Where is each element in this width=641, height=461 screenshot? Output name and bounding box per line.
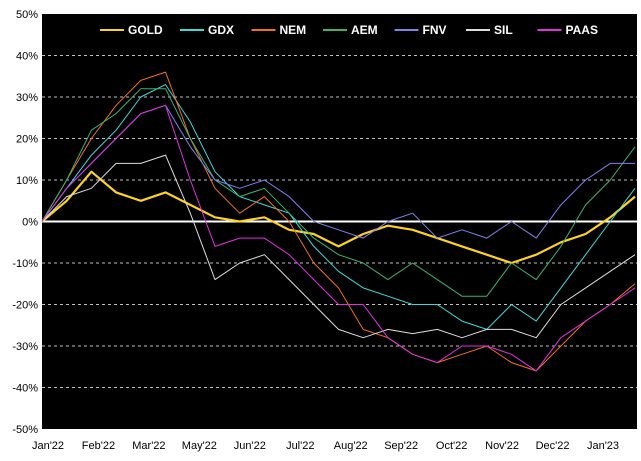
legend-label-gold: GOLD [128,23,163,37]
legend-label-nem: NEM [280,23,307,37]
y-tick-label: 20% [16,134,38,146]
y-tick-label: 40% [16,51,38,63]
y-tick-label: 50% [16,9,38,21]
x-tick-label: Nov'22 [485,440,519,452]
y-tick-label: 10% [16,175,38,187]
y-axis-ticks: 50% 40% 30% 20% 10% 0% -10% -20% -30% -40% -50% [12,9,38,436]
series-line-gdx [41,84,636,330]
x-tick-label: Oct'22 [436,440,467,452]
legend-label-gdx: GDX [208,23,234,37]
x-tick-label: Aug'22 [334,440,368,452]
x-tick-label: Jun'22 [234,440,266,452]
y-tick-label: -10% [12,258,38,270]
y-tick-label: 30% [16,92,38,104]
y-tick-label: -20% [12,300,38,312]
x-tick-label: Sep'22 [384,440,418,452]
x-tick-label: Mar'22 [132,440,165,452]
x-tick-label: Jan'22 [32,440,64,452]
series-line-paas [41,104,636,372]
y-tick-label: -40% [12,383,38,395]
legend-label-aem: AEM [351,23,378,37]
series-line-gold [41,170,636,265]
legend: GOLD GDX NEM AEM FNV SIL PAAS [100,23,598,37]
legend-label-sil: SIL [494,23,513,37]
series-layer [41,71,636,372]
y-tick-label: -50% [12,424,38,436]
y-tick-label: 0% [22,217,38,229]
legend-label-fnv: FNV [423,23,447,37]
x-tick-label: May'22 [182,440,217,452]
series-line-sil [41,154,636,339]
x-tick-label: Dec'22 [536,440,570,452]
x-axis-ticks: Jan'22 Feb'22 Mar'22 May'22 Jun'22 Jul'22 Aug'… [32,440,619,452]
series-line-aem [41,88,636,297]
y-tick-label: -30% [12,341,38,353]
x-tick-label: Feb'22 [82,440,115,452]
legend-label-paas: PAAS [566,23,598,37]
x-tick-label: Jan'23 [587,440,619,452]
x-tick-label: Jul'22 [286,440,314,452]
